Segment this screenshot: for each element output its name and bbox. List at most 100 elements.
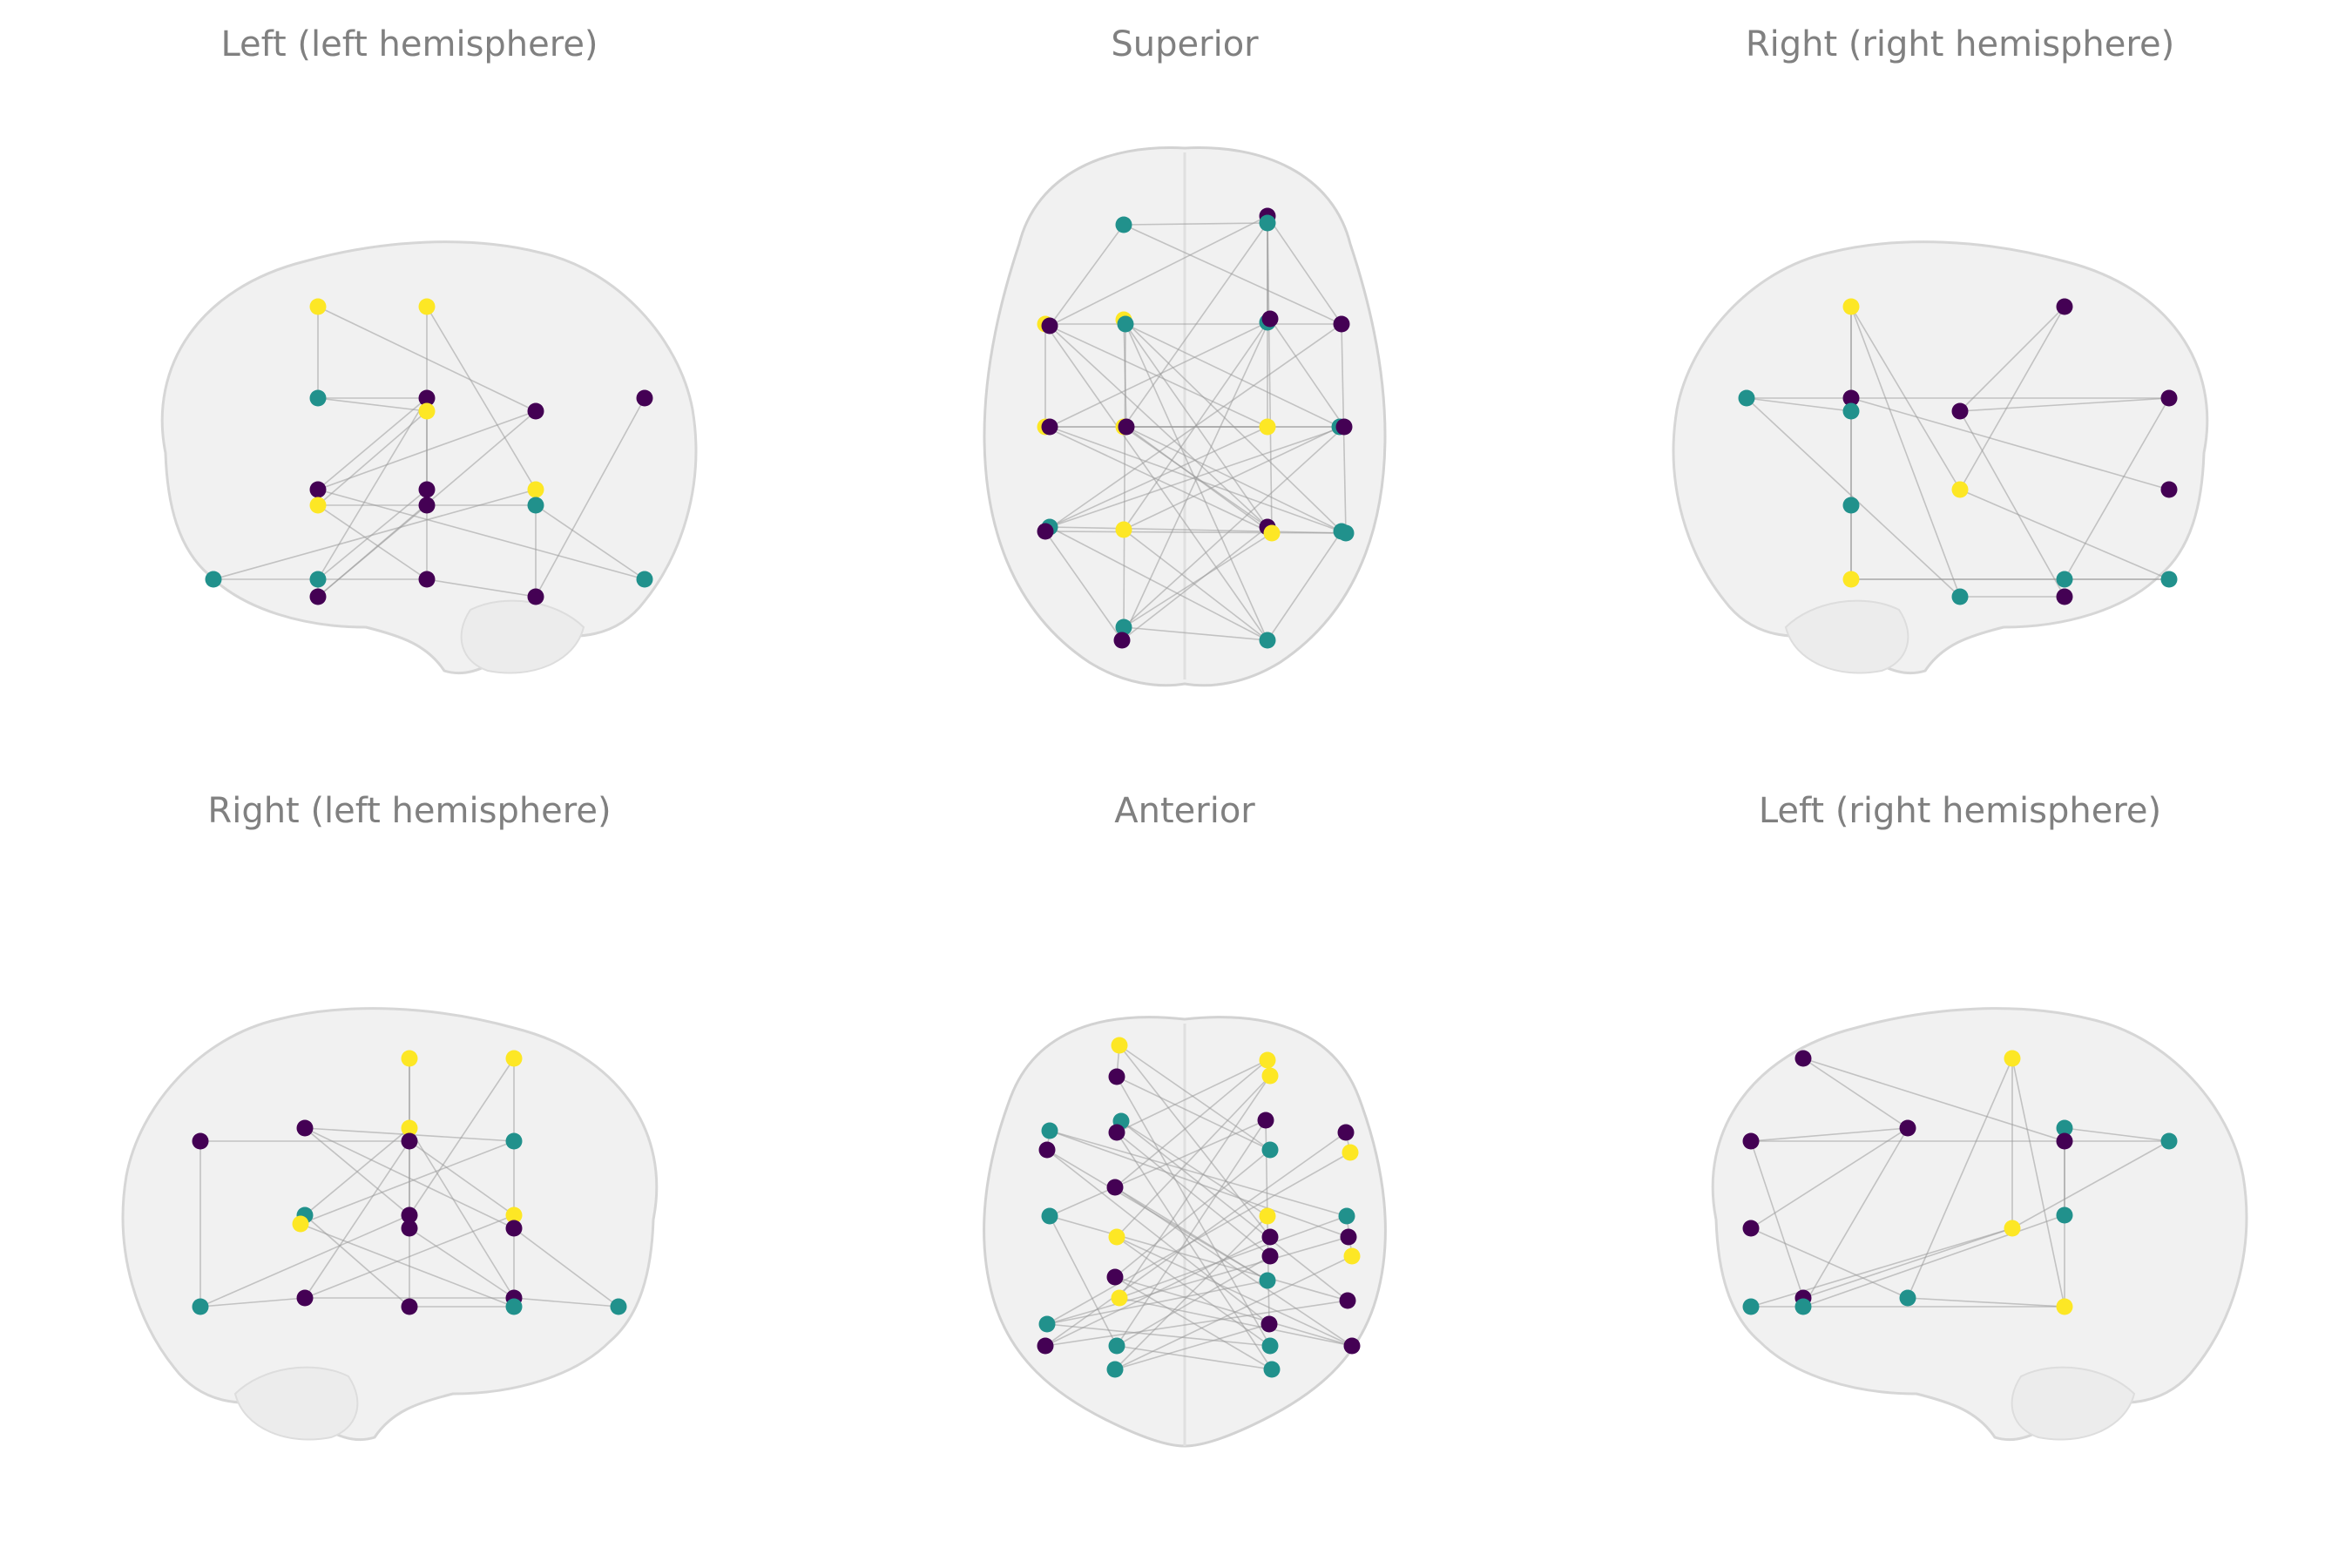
- brain-node: [527, 481, 544, 498]
- connection-edge: [1116, 1236, 1353, 1347]
- connection-edge: [1123, 222, 1268, 226]
- connection-edge: [1959, 397, 2170, 412]
- connection-edge: [1123, 426, 1341, 531]
- connection-edge: [1959, 410, 2065, 598]
- connection-edge: [304, 1214, 410, 1308]
- connection-edge: [317, 397, 428, 490]
- connection-edge: [409, 1058, 515, 1216]
- brain-node: [2004, 1050, 2021, 1067]
- brain-node: [1260, 1315, 1278, 1333]
- brain-node: [401, 1206, 418, 1224]
- connection-edge: [1049, 1130, 1348, 1217]
- brain-view-left-lh: [160, 240, 698, 675]
- brain-node: [1111, 1289, 1128, 1307]
- connection-edge: [1959, 306, 2065, 490]
- brain-node: [418, 402, 436, 420]
- brain-outline: [160, 240, 698, 675]
- connection-edge: [426, 578, 537, 598]
- connection-edge: [1123, 529, 1268, 641]
- brain-node: [1742, 1298, 1760, 1315]
- connection-edge: [1267, 215, 1342, 325]
- brain-view-right-lh: [121, 1007, 659, 1442]
- brain-node: [1333, 315, 1350, 333]
- brain-node: [1343, 1337, 1361, 1355]
- connection-edge: [1125, 426, 1273, 534]
- brain-node: [1899, 1289, 1916, 1307]
- connection-edge: [1049, 426, 1268, 528]
- brain-node: [1742, 1220, 1760, 1237]
- connection-edge: [535, 397, 645, 598]
- connection-edge: [1121, 526, 1268, 641]
- edge-group: [1750, 1058, 2170, 1308]
- connection-edge: [426, 306, 537, 490]
- connection-edge: [1119, 1297, 1353, 1347]
- brain-node: [527, 402, 544, 420]
- panel-title: Right (left hemisphere): [207, 791, 612, 831]
- brain-node: [309, 481, 327, 498]
- cerebellum-outline: [233, 1366, 359, 1441]
- brain-node: [1951, 402, 1969, 420]
- panel-title: Left (left hemisphere): [220, 24, 598, 64]
- connection-edge: [409, 1227, 515, 1299]
- brain-node: [2160, 389, 2178, 407]
- brain-node: [309, 588, 327, 605]
- connection-edge: [1120, 1120, 1268, 1217]
- panel-left-right-hemisphere: Left (right hemisphere): [1568, 767, 2352, 1533]
- brain-node: [2160, 1132, 2178, 1150]
- brain-node: [505, 1050, 523, 1067]
- connection-edge: [199, 1214, 410, 1308]
- brain-node: [418, 497, 436, 514]
- connection-edge: [1802, 1227, 2013, 1299]
- connection-edge: [300, 1223, 515, 1308]
- brain-node: [1259, 1207, 1276, 1225]
- connection-edge: [1119, 1044, 1271, 1151]
- brain-node: [1106, 1179, 1124, 1196]
- brain-node: [1339, 1292, 1356, 1309]
- connection-edge: [1114, 1059, 1268, 1188]
- brain-node: [1038, 1141, 1056, 1159]
- connection-edge: [1049, 215, 1268, 327]
- connection-edge: [1123, 319, 1268, 641]
- connection-edge: [1044, 531, 1347, 534]
- brain-node: [401, 1119, 418, 1137]
- brain-node: [1842, 298, 1860, 315]
- brain-node: [1041, 418, 1058, 436]
- connection-edge: [1802, 1127, 1909, 1308]
- brain-node: [1259, 214, 1276, 232]
- brain-node: [401, 1220, 418, 1237]
- connection-edge: [304, 1140, 410, 1299]
- connection-edge: [213, 489, 537, 580]
- cerebellum-outline: [2011, 1366, 2136, 1441]
- connection-edge: [1046, 1323, 1271, 1347]
- brain-node: [192, 1132, 209, 1150]
- brain-node: [2056, 298, 2073, 315]
- brain-node: [610, 1298, 627, 1315]
- connection-edge: [1046, 1236, 1349, 1325]
- brain-node: [1259, 1272, 1276, 1289]
- brain-node: [505, 1206, 523, 1224]
- connection-edge: [1049, 1215, 1118, 1347]
- connection-edge: [1750, 1227, 2013, 1308]
- panel-title: Anterior: [1114, 791, 1255, 831]
- connection-edge: [513, 1227, 619, 1308]
- brain-node: [401, 1132, 418, 1150]
- node-group: [1037, 207, 1355, 649]
- connection-edge: [1750, 1127, 1909, 1229]
- panel-left-left-hemisphere: Left (left hemisphere): [17, 0, 801, 767]
- connection-edge: [304, 1214, 515, 1299]
- brain-node: [1261, 1247, 1279, 1265]
- brain-node: [1794, 1298, 1812, 1315]
- connection-edge: [317, 397, 428, 412]
- brain-node: [1951, 481, 1969, 498]
- brain-node: [636, 571, 653, 588]
- brain-node: [401, 1050, 418, 1067]
- brain-node: [1842, 497, 1860, 514]
- brain-node: [505, 1220, 523, 1237]
- brain-node: [1037, 1337, 1054, 1355]
- brain-node: [1108, 1124, 1125, 1141]
- brain-node: [205, 571, 222, 588]
- brain-node: [1951, 588, 1969, 605]
- brain-node: [1115, 216, 1132, 233]
- brain-node: [1343, 1247, 1361, 1265]
- brain-node: [2056, 588, 2073, 605]
